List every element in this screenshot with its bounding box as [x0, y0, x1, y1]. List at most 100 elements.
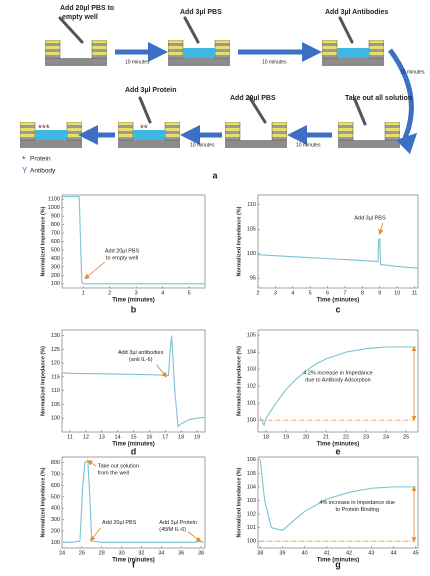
x-axis-title: Time (minutes)	[112, 442, 155, 448]
y-tick-label: 100	[247, 539, 256, 545]
x-tick-label: 32	[138, 550, 144, 556]
x-tick-label: 38	[257, 550, 263, 556]
x-tick-label: 20	[303, 434, 309, 440]
y-tick-label: 105	[51, 402, 60, 408]
x-tick-label: 13	[99, 434, 105, 440]
data-line	[259, 459, 416, 531]
y-tick-label: 105	[247, 333, 256, 339]
x-tick-label: 8	[361, 290, 364, 296]
annotation: Add 3µl PBS	[354, 216, 386, 222]
step-label: empty well	[62, 14, 98, 21]
x-tick-label: 38	[198, 550, 204, 556]
x-tick-label: 19	[283, 434, 289, 440]
plot-frame	[61, 456, 206, 549]
y-tick-label: 103	[247, 498, 256, 504]
y-tick-label: 100	[51, 416, 60, 422]
x-tick-label: 24	[59, 550, 65, 556]
annotation-arrow	[86, 460, 97, 467]
x-tick-label: 24	[383, 434, 389, 440]
step-label: Add 3µl PBS	[180, 9, 222, 16]
y-tick-label: 103	[247, 367, 256, 373]
x-tick-label: 6	[326, 290, 329, 296]
y-axis-title: Normalized Impedance (%)	[40, 206, 46, 276]
annotation-arrow	[378, 222, 384, 235]
annotation-arrow	[90, 527, 101, 542]
y-axis-title: Normalized Impedance (%)	[236, 467, 242, 537]
x-tick-label: 43	[368, 550, 374, 556]
y-tick-label: 1000	[48, 205, 60, 211]
y-tick-label: 104	[247, 350, 256, 356]
plot-frame	[61, 194, 206, 289]
step-label: Take out all solution	[345, 95, 412, 102]
well	[45, 40, 107, 66]
x-tick-label: 2	[256, 290, 259, 296]
x-tick-label: 11	[412, 290, 418, 296]
interval-label: 10 minutes	[296, 142, 321, 148]
x-tick-label: 17	[162, 434, 168, 440]
x-tick-label: 18	[178, 434, 184, 440]
annotation: to Protein Binding	[335, 507, 378, 513]
x-tick-label: 12	[83, 434, 89, 440]
y-tick-label: 100	[51, 540, 60, 546]
y-tick-label: 200	[51, 273, 60, 279]
y-tick-label: 700	[51, 472, 60, 478]
x-axis-title: Time (minutes)	[112, 558, 155, 564]
plot-frame	[257, 194, 419, 289]
x-axis-title: Time (minutes)	[317, 298, 360, 304]
panel-label: b	[131, 304, 137, 314]
annotation-arrow	[84, 261, 106, 280]
solution	[183, 48, 215, 58]
y-tick-label: 101	[247, 525, 256, 531]
data-line	[62, 196, 205, 285]
annotation: (anti IL-6)	[129, 357, 153, 363]
solution	[133, 130, 165, 140]
y-tick-label: 1100	[48, 197, 60, 203]
x-axis-title: Time (minutes)	[112, 298, 155, 304]
x-tick-label: 11	[67, 434, 73, 440]
y-tick-label: 125	[51, 347, 60, 353]
x-tick-label: 2	[108, 290, 111, 296]
svg-text:**: **	[140, 124, 148, 135]
step-label: Add 20µl PBS	[230, 95, 276, 102]
x-tick-label: 34	[158, 550, 164, 556]
syringes	[58, 16, 367, 126]
data-line	[258, 238, 418, 269]
annotation: due to Antibody Adsorption	[305, 377, 370, 383]
x-tick-label: 25	[403, 434, 409, 440]
x-tick-label: 18	[263, 434, 269, 440]
annotation-arrow	[187, 531, 202, 543]
interval-label: 10 minutes	[125, 59, 150, 65]
y-tick-label: 100	[51, 281, 60, 287]
x-tick-label: 4	[291, 290, 294, 296]
x-tick-label: 7	[343, 290, 346, 296]
x-tick-label: 28	[99, 550, 105, 556]
panel-label: d	[131, 446, 137, 456]
solution	[35, 130, 67, 140]
x-tick-label: 3	[135, 290, 138, 296]
x-tick-label: 26	[79, 550, 85, 556]
x-tick-label: 44	[390, 550, 396, 556]
y-tick-label: 500	[51, 494, 60, 500]
step-label: Add 3µl Protein	[125, 87, 176, 94]
x-tick-label: 9	[378, 290, 381, 296]
x-tick-label: 5	[188, 290, 191, 296]
plot-frame	[257, 456, 419, 549]
annotation-arrow	[156, 364, 167, 378]
x-tick-label: 22	[343, 434, 349, 440]
x-tick-label: 42	[346, 550, 352, 556]
panel-label: a	[212, 170, 218, 180]
x-tick-label: 21	[323, 434, 329, 440]
protocol-diagram: *** ** Add 20µl PBS to empty well Add 3µ…	[20, 5, 425, 180]
legend-label: Protein	[30, 156, 51, 163]
step-label: Add 20µl PBS to	[60, 5, 114, 12]
x-tick-label: 14	[115, 434, 121, 440]
x-axis-title: Time (minutes)	[317, 442, 360, 448]
y-tick-label: 95	[250, 276, 256, 282]
panel-label: c	[335, 304, 340, 314]
y-tick-label: 106	[247, 457, 256, 463]
y-tick-label: 600	[51, 239, 60, 245]
y-tick-label: 200	[51, 528, 60, 534]
y-tick-label: 101	[247, 401, 256, 407]
x-tick-label: 10	[394, 290, 400, 296]
